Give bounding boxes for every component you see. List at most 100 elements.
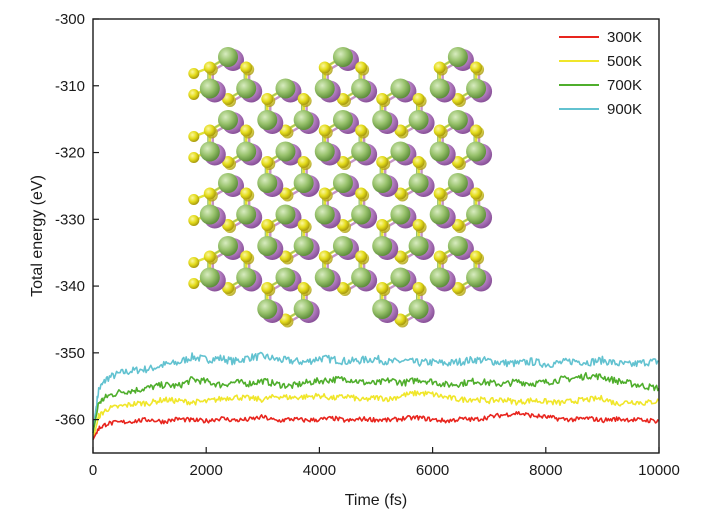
ligand-atom — [261, 219, 274, 231]
ligand-atom — [451, 156, 464, 168]
ligand-atom — [394, 313, 407, 326]
metal-atom — [447, 110, 468, 130]
axes: 0 2000 4000 6000 8000 10000 -300 -310 -320 -330 -3… — [55, 11, 680, 479]
metal-atom — [466, 267, 487, 288]
metal-atom — [447, 47, 468, 67]
ligand-atom — [470, 61, 483, 74]
metal-atom — [236, 141, 257, 162]
ligand-atom — [222, 156, 234, 168]
edge-atom — [188, 215, 200, 226]
ligand-atom — [336, 282, 349, 294]
ligand-atom — [261, 156, 274, 168]
metal-atom — [447, 236, 468, 256]
metal-atom — [351, 204, 372, 225]
ligand-atom — [203, 250, 216, 263]
metal-atom — [429, 267, 450, 288]
ligand-atom — [279, 250, 292, 263]
ligand-atom — [261, 282, 274, 294]
metal-atom — [408, 299, 429, 319]
metal-atom — [332, 47, 353, 67]
y-axis-title: Total energy (eV) — [29, 175, 46, 297]
ligand-atom — [297, 156, 310, 168]
metal-atom — [408, 236, 429, 256]
series-layer — [92, 351, 660, 440]
series-line-700K — [92, 371, 660, 434]
edge-atom — [188, 131, 200, 142]
metal-atom — [351, 267, 372, 288]
metal-atom — [314, 78, 335, 99]
ligand-atom — [203, 187, 216, 200]
metal-atom — [372, 236, 393, 256]
metal-atom — [466, 141, 487, 162]
plot-frame — [92, 18, 660, 454]
ligand-atom — [433, 61, 446, 74]
edge-atom — [188, 68, 200, 79]
legend-label: 300K — [607, 29, 642, 46]
ligand-atom — [355, 61, 368, 74]
ligand-atom — [318, 124, 331, 137]
ligand-atom — [394, 187, 407, 200]
edge-atom — [188, 194, 200, 205]
ligand-atom — [279, 187, 292, 200]
ligand-atom — [240, 250, 253, 263]
ligand-atom — [222, 219, 234, 231]
x-tick-label: 4000 — [303, 462, 336, 479]
legend-label: 900K — [607, 101, 642, 118]
ligand-atom — [203, 61, 216, 74]
ligand-atom — [451, 93, 464, 105]
metal-atom — [199, 141, 220, 162]
metal-atom — [275, 141, 296, 162]
metal-atom — [332, 110, 353, 130]
ligand-atom — [222, 282, 234, 294]
metal-atom — [275, 204, 296, 225]
legend-label: 500K — [607, 53, 642, 70]
edge-atom — [188, 257, 200, 268]
ligand-atom — [318, 61, 331, 74]
edge-atom — [188, 278, 200, 289]
edge-atom — [188, 89, 200, 100]
metal-atom — [257, 110, 278, 130]
metal-atom — [390, 141, 411, 162]
metal-atom — [218, 173, 238, 193]
metal-atom — [408, 173, 429, 193]
metal-atom — [236, 78, 257, 99]
metal-atom — [351, 141, 372, 162]
ligand-atom — [433, 187, 446, 200]
series-line-300K — [92, 410, 660, 440]
ligand-atom — [279, 124, 292, 137]
ligand-atom — [376, 156, 389, 168]
ligand-atom — [470, 187, 483, 200]
x-tick-label: 10000 — [638, 462, 680, 479]
metal-atom — [236, 267, 257, 288]
metal-atom — [390, 204, 411, 225]
ligand-atom — [394, 124, 407, 137]
metal-atom — [257, 299, 278, 319]
metal-atom — [257, 173, 278, 193]
ligand-atom — [355, 124, 368, 137]
ligand-atom — [376, 93, 389, 105]
ligand-atom — [318, 250, 331, 263]
metal-atom — [429, 78, 450, 99]
ligand-atom — [336, 219, 349, 231]
ligand-atom — [412, 282, 425, 294]
x-tick-label: 6000 — [416, 462, 449, 479]
series-line-900K — [92, 351, 660, 430]
metal-atom — [314, 267, 335, 288]
metal-atom — [372, 110, 393, 130]
ligand-atom — [451, 219, 464, 231]
metal-atom — [218, 236, 238, 256]
x-tick-label: 8000 — [529, 462, 562, 479]
metal-atom — [275, 267, 296, 288]
ligand-atom — [355, 187, 368, 200]
edge-atom — [188, 152, 200, 163]
metal-atom — [447, 173, 468, 193]
metal-atom — [429, 141, 450, 162]
ligand-atom — [203, 124, 216, 137]
x-tick-label: 0 — [89, 462, 97, 479]
metal-atom — [314, 204, 335, 225]
ligand-atom — [240, 124, 253, 137]
x-tick-label: 2000 — [190, 462, 223, 479]
ligand-atom — [279, 313, 292, 326]
ligand-atom — [412, 156, 425, 168]
